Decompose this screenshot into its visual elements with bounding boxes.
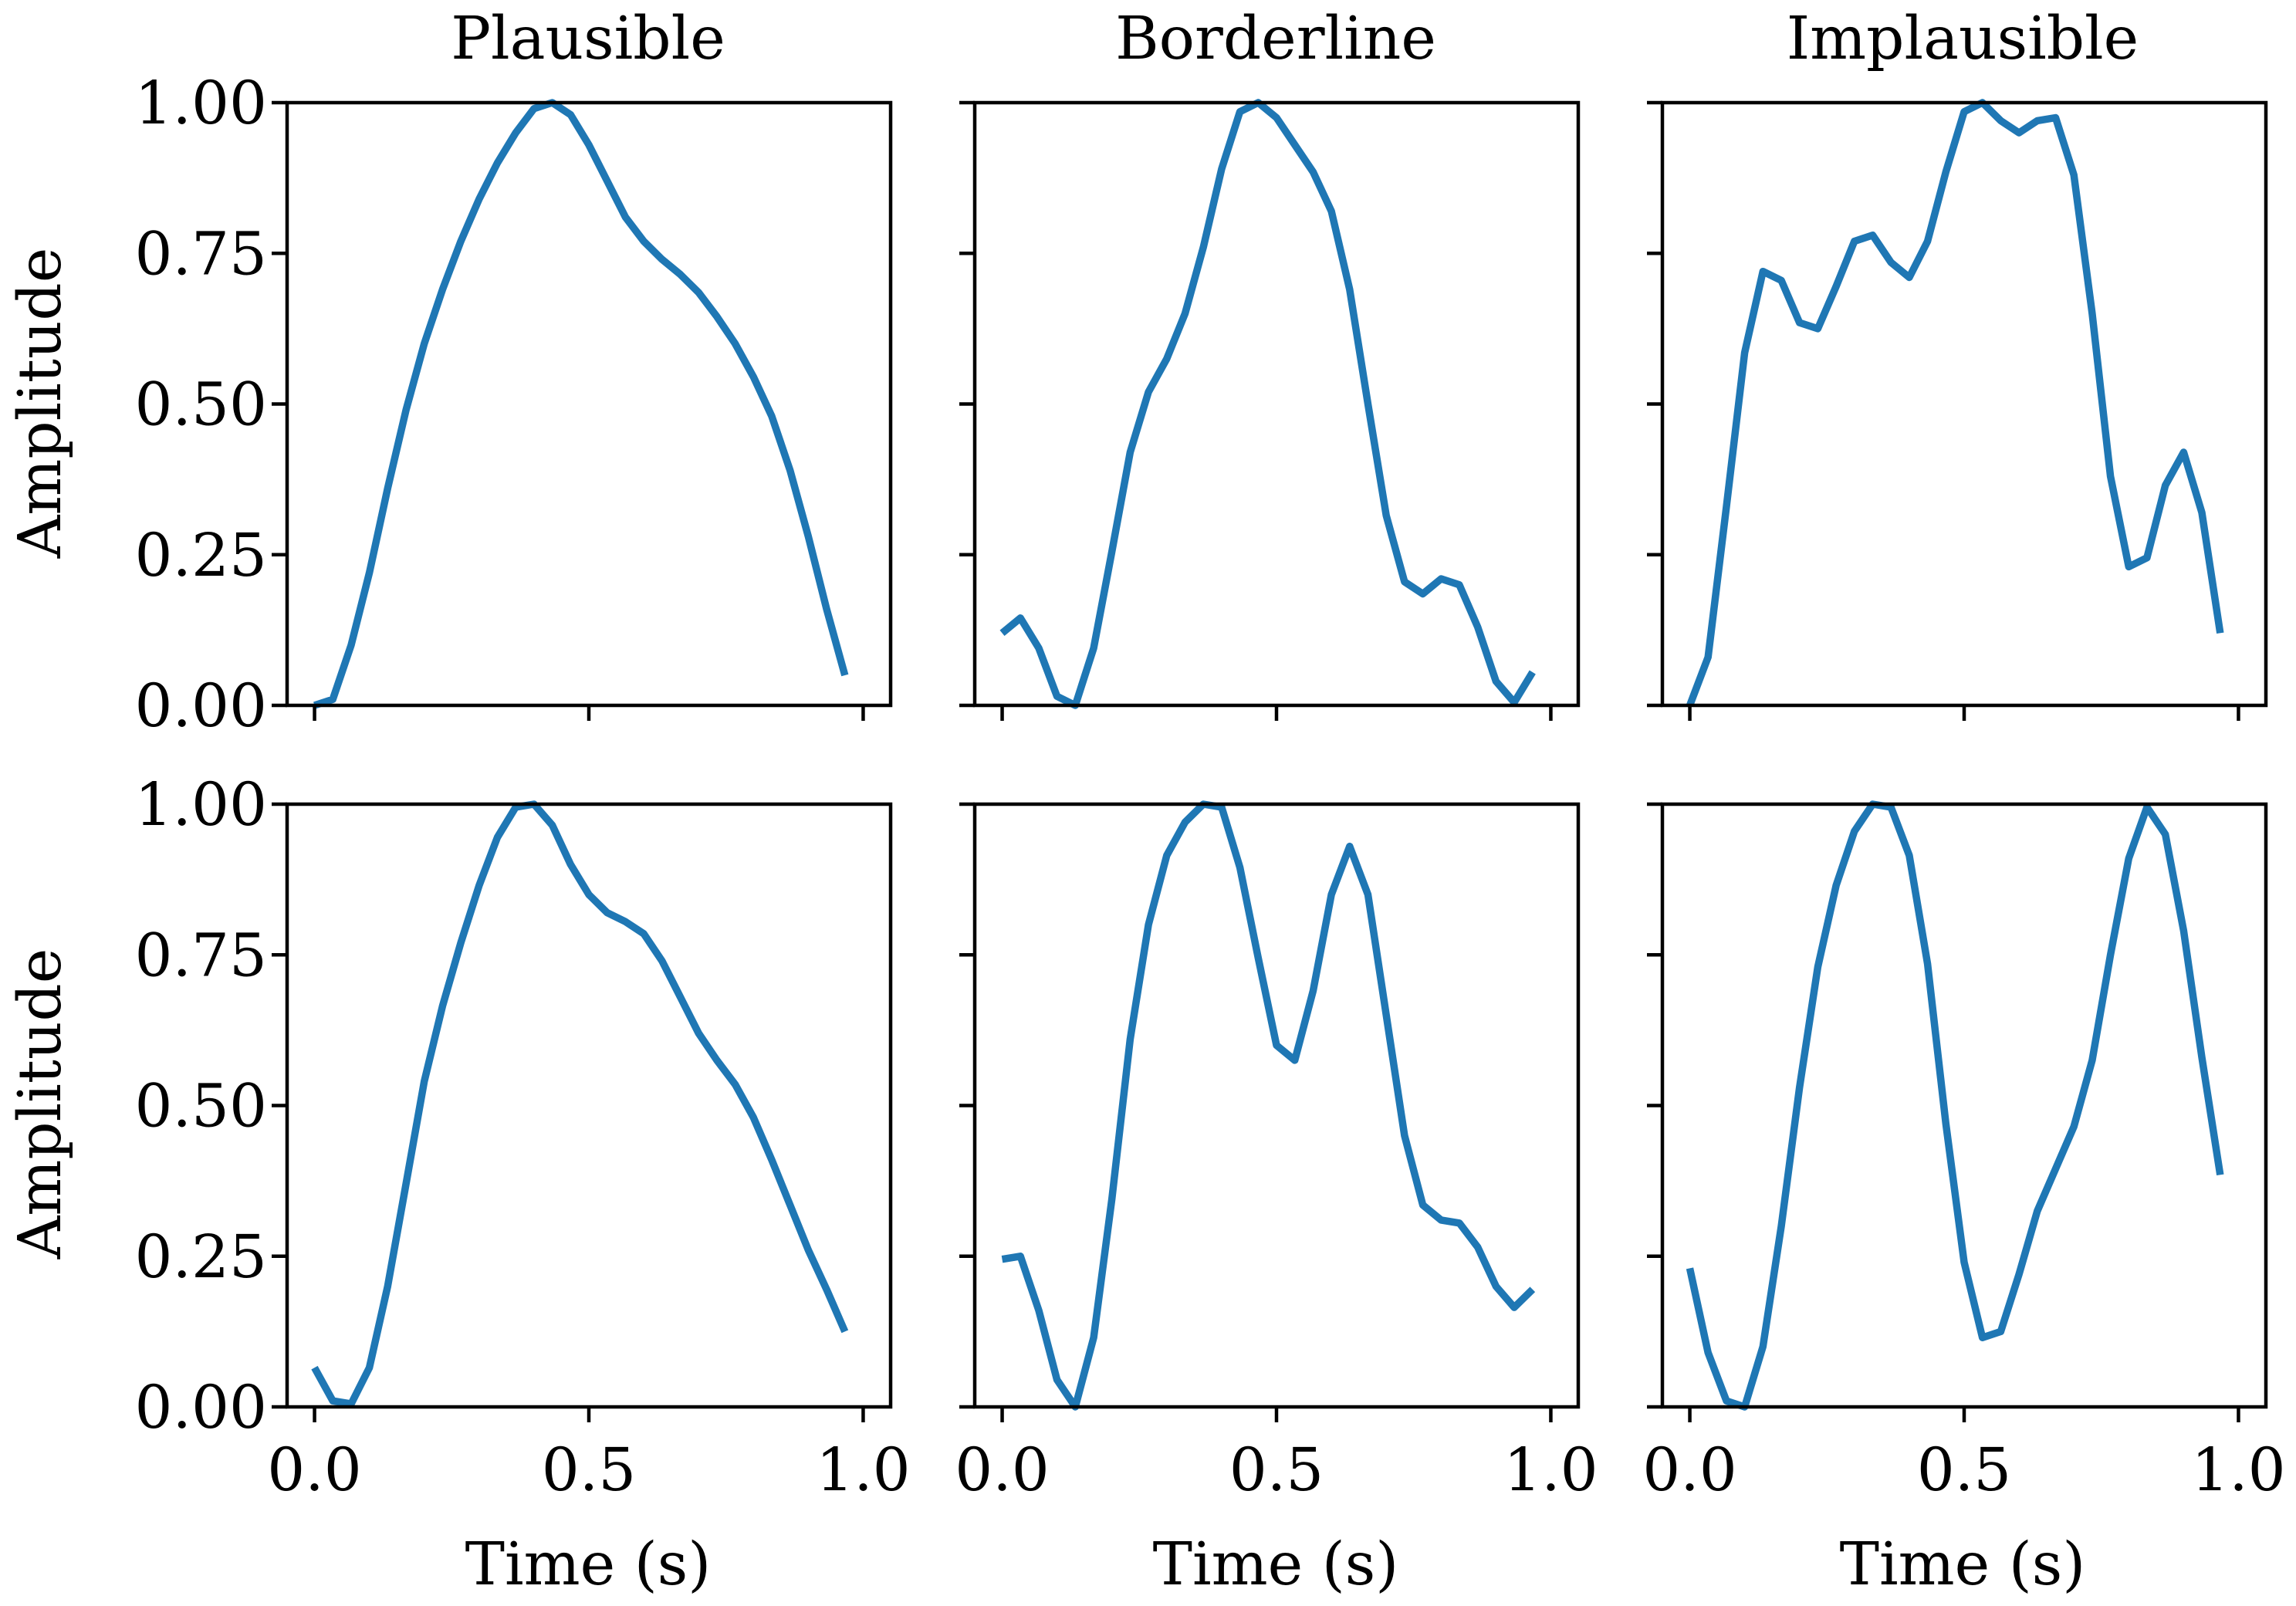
panel-r1c0-x-tick-label: 0.0 xyxy=(267,1436,361,1505)
panel-r0c0-y-tick-label: 0.75 xyxy=(135,220,267,289)
panel-r0c0-axes-frame xyxy=(285,100,893,708)
panel-r1c0-y-tick-label: 0.50 xyxy=(135,1073,267,1141)
column-title-implausible: Implausible xyxy=(1787,5,2139,73)
panel-r0c1 xyxy=(959,99,1581,721)
panel-r1c0-x-tick-label: 1.0 xyxy=(816,1436,910,1505)
panel-r1c0-series-line xyxy=(311,800,849,1408)
x-titles: Time (s) Time (s) Time (s) xyxy=(465,1530,2086,1599)
panel-r1c1-x-tick-label: 1.0 xyxy=(1503,1436,1598,1505)
panel-r0c0-y-tick-label: 1.00 xyxy=(135,69,267,138)
panel-r1c0-y-tick-label: 0.75 xyxy=(135,921,267,990)
panel-r1c0: 0.00 0.25 0.50 0.75 1.00 0.0 0.5 1.0 xyxy=(135,771,911,1505)
row-titles: Amplitude Amplitude xyxy=(6,248,75,1260)
y-axis-title-top: Amplitude xyxy=(6,248,75,560)
x-axis-title-middle: Time (s) xyxy=(1153,1530,1399,1599)
column-titles: Plausible Borderline Implausible xyxy=(451,5,2139,73)
column-title-borderline: Borderline xyxy=(1115,5,1436,73)
panel-r0c1-series-line xyxy=(999,99,1536,709)
panel-r1c0-y-tick-label: 1.00 xyxy=(135,771,267,840)
x-axis-title-left: Time (s) xyxy=(465,1530,712,1599)
panel-r1c0-y-tick-label: 0.25 xyxy=(135,1223,267,1292)
panel-r1c2-x-tick-label: 0.0 xyxy=(1642,1436,1736,1505)
panel-r1c2-series-line xyxy=(1686,800,2224,1411)
panel-r1c0-y-tick-label: 0.00 xyxy=(135,1374,267,1442)
panel-r0c0-y-tick-label: 0.50 xyxy=(135,371,267,440)
panel-r0c0-y-tick-label: 0.25 xyxy=(135,522,267,590)
panel-r1c1-x-tick-label: 0.5 xyxy=(1229,1436,1324,1505)
panel-r1c2-x-tick-label: 1.0 xyxy=(2191,1436,2285,1505)
panel-r0c2 xyxy=(1647,99,2268,721)
panel-r1c1-axes-frame xyxy=(972,802,1581,1409)
column-title-plausible: Plausible xyxy=(451,5,725,73)
y-axis-title-bottom: Amplitude xyxy=(6,948,75,1260)
panel-r0c2-series-line xyxy=(1686,99,2224,707)
panel-r0c0: 0.00 0.25 0.50 0.75 1.00 xyxy=(135,69,893,741)
panel-r0c0-y-tick-label: 0.00 xyxy=(135,672,267,741)
panel-r1c1-x-tick-label: 0.0 xyxy=(955,1436,1049,1505)
panel-r1c0-x-tick-label: 0.5 xyxy=(542,1436,636,1505)
x-axis-title-right: Time (s) xyxy=(1840,1530,2086,1599)
panel-r1c2: 0.0 0.5 1.0 xyxy=(1642,800,2286,1505)
panel-r1c1-series-line xyxy=(1001,800,1536,1411)
panel-r1c1: 0.0 0.5 1.0 xyxy=(955,800,1598,1505)
panel-r0c0-series-line xyxy=(313,99,849,709)
panel-r1c2-x-tick-label: 0.5 xyxy=(1917,1436,2011,1505)
panel-r0c1-axes-frame xyxy=(972,100,1581,708)
panels: 0.000.250.500.751.000.000.250.500.751.00… xyxy=(135,69,2286,1505)
panel-r0c2-axes-frame xyxy=(1660,100,2268,708)
